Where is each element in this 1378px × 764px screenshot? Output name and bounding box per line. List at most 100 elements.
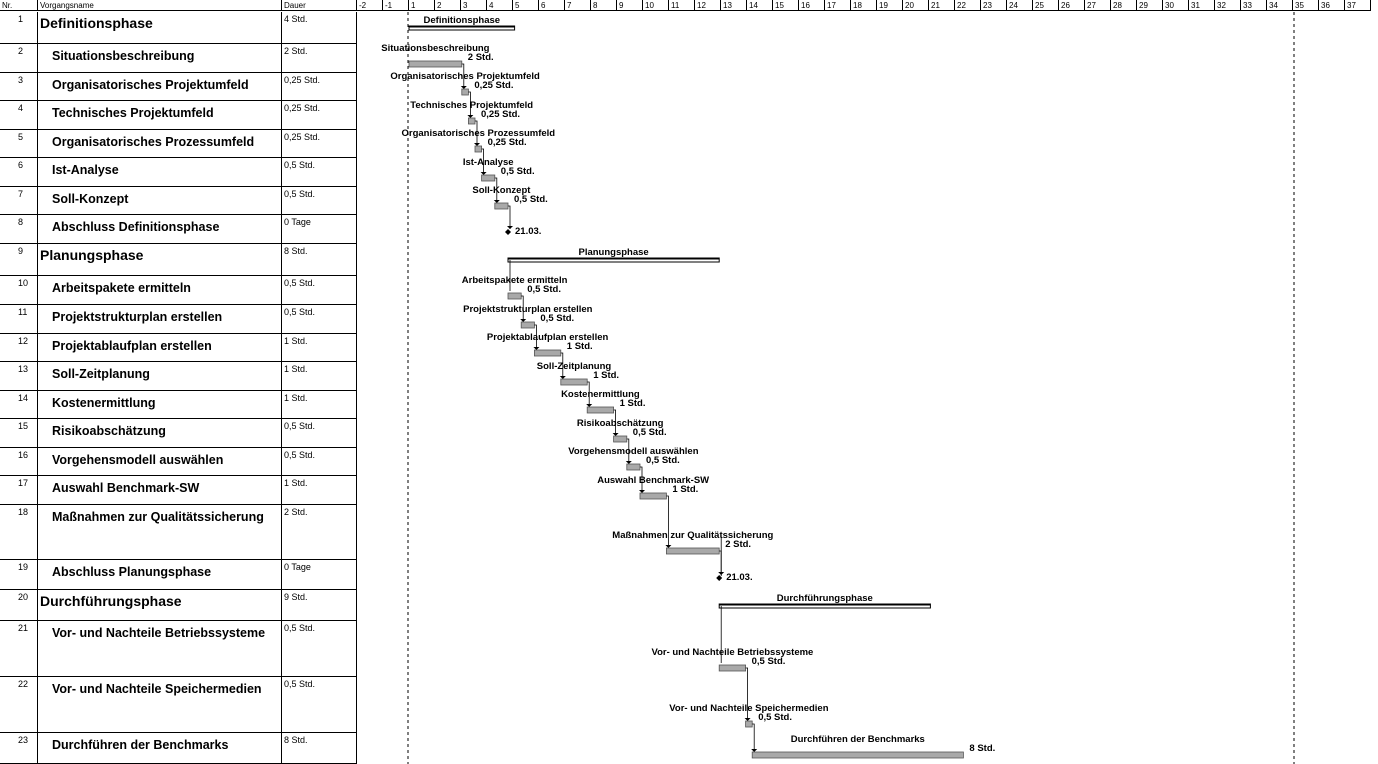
task-duration[interactable]: 0,5 Std.: [282, 621, 357, 676]
timeline-tick: 28: [1111, 0, 1137, 11]
dependency-line: [521, 295, 524, 322]
task-name[interactable]: Vor- und Nachteile Betriebssysteme: [38, 621, 282, 676]
task-duration[interactable]: 0,5 Std.: [282, 448, 357, 475]
task-duration[interactable]: 0 Tage: [282, 215, 357, 243]
task-duration[interactable]: 8 Std.: [282, 733, 357, 763]
dependency-arrow: [474, 143, 480, 146]
task-duration[interactable]: 1 Std.: [282, 362, 357, 390]
task-name[interactable]: Organisatorisches Prozessumfeld: [38, 130, 282, 157]
table-row[interactable]: 16 Vorgehensmodell auswählen 0,5 Std.: [0, 448, 357, 476]
task-name[interactable]: Arbeitspakete ermitteln: [38, 276, 282, 304]
timeline-tick: 20: [903, 0, 929, 11]
dependency-arrow: [665, 545, 672, 548]
task-name[interactable]: Technisches Projektumfeld: [38, 101, 282, 129]
task-name[interactable]: Soll-Konzept: [38, 187, 282, 214]
dependency-arrow: [559, 376, 566, 379]
task-bar-label: Risikoabschätzung: [576, 418, 664, 429]
row-number: 3: [0, 73, 38, 100]
task-name[interactable]: Abschluss Planungsphase: [38, 560, 282, 589]
table-row[interactable]: 20 Durchführungsphase 9 Std.: [0, 590, 357, 621]
table-row[interactable]: 6 Ist-Analyse 0,5 Std.: [0, 158, 357, 187]
timeline-tick: 29: [1137, 0, 1163, 11]
header-duration[interactable]: Dauer: [282, 0, 357, 11]
timeline-tick: 7: [565, 0, 591, 11]
table-row[interactable]: 21 Vor- und Nachteile Betriebssysteme 0,5 …: [0, 621, 357, 677]
timeline-tick: 26: [1059, 0, 1085, 11]
table-row[interactable]: 22 Vor- und Nachteile Speichermedien 0,5 S…: [0, 677, 357, 733]
task-duration[interactable]: 1 Std.: [282, 476, 357, 504]
task-duration[interactable]: 0,5 Std.: [282, 305, 357, 333]
task-duration[interactable]: 2 Std.: [282, 44, 357, 72]
task-name[interactable]: Abschluss Definitionsphase: [38, 215, 282, 243]
table-row[interactable]: 23 Durchführen der Benchmarks 8 Std.: [0, 733, 357, 764]
timeline-tick: 3: [461, 0, 487, 11]
task-name[interactable]: Projektablaufplan erstellen: [38, 334, 282, 361]
table-row[interactable]: 2 Situationsbeschreibung 2 Std.: [0, 44, 357, 73]
task-duration[interactable]: 4 Std.: [282, 12, 357, 43]
table-row[interactable]: 17 Auswahl Benchmark-SW 1 Std.: [0, 476, 357, 505]
table-row[interactable]: 3 Organisatorisches Projektumfeld 0,25 Std…: [0, 73, 357, 101]
milestone-date-label: 21.03.: [726, 572, 753, 583]
task-duration[interactable]: 0,5 Std.: [282, 276, 357, 304]
table-row[interactable]: 15 Risikoabschätzung 0,5 Std.: [0, 419, 357, 448]
table-row[interactable]: 1 Definitionsphase 4 Std.: [0, 12, 357, 44]
table-row[interactable]: 11 Projektstrukturplan erstellen 0,5 Std.: [0, 305, 357, 334]
task-duration[interactable]: 0,25 Std.: [282, 101, 357, 129]
task-duration[interactable]: 0,5 Std.: [282, 187, 357, 214]
task-name[interactable]: Projektstrukturplan erstellen: [38, 305, 282, 333]
task-name[interactable]: Vorgehensmodell auswählen: [38, 448, 282, 475]
row-number: 6: [0, 158, 38, 186]
task-name[interactable]: Durchführen der Benchmarks: [38, 733, 282, 763]
table-row[interactable]: 9 Planungsphase 8 Std.: [0, 244, 357, 276]
header-task-name[interactable]: Vorgangsname: [38, 0, 282, 11]
table-row[interactable]: 7 Soll-Konzept 0,5 Std.: [0, 187, 357, 215]
header-nr[interactable]: Nr.: [0, 0, 38, 11]
dependency-arrow: [533, 347, 540, 350]
task-duration[interactable]: 1 Std.: [282, 334, 357, 361]
milestone-diamond: [505, 229, 511, 235]
task-bar-label: Soll-Zeitplanung: [536, 361, 612, 372]
task-name[interactable]: Maßnahmen zur Qualitätssicherung: [38, 505, 282, 559]
task-name[interactable]: Organisatorisches Projektumfeld: [38, 73, 282, 100]
task-duration[interactable]: 8 Std.: [282, 244, 357, 275]
timeline-tick: 17: [825, 0, 851, 11]
task-bar-label: Arbeitspakete ermitteln: [461, 275, 568, 286]
table-row[interactable]: 5 Organisatorisches Prozessumfeld 0,25 Std…: [0, 130, 357, 158]
table-row[interactable]: 14 Kostenermittlung 1 Std.: [0, 391, 357, 419]
task-duration[interactable]: 0,5 Std.: [282, 677, 357, 732]
task-duration[interactable]: 0,5 Std.: [282, 419, 357, 447]
task-duration[interactable]: 9 Std.: [282, 590, 357, 620]
table-row[interactable]: 4 Technisches Projektumfeld 0,25 Std.: [0, 101, 357, 130]
task-name[interactable]: Auswahl Benchmark-SW: [38, 476, 282, 504]
dependency-line: [475, 120, 478, 146]
task-name[interactable]: Risikoabschätzung: [38, 419, 282, 447]
table-row[interactable]: 18 Maßnahmen zur Qualitätssicherung 2 Std.: [0, 505, 357, 560]
summary-task-name[interactable]: Durchführungsphase: [38, 590, 282, 620]
summary-task-name[interactable]: Definitionsphase: [38, 12, 282, 43]
table-row[interactable]: 10 Arbeitspakete ermitteln 0,5 Std.: [0, 276, 357, 305]
dependency-arrow: [520, 319, 527, 322]
table-row[interactable]: 8 Abschluss Definitionsphase 0 Tage: [0, 215, 357, 244]
task-duration[interactable]: 0,5 Std.: [282, 158, 357, 186]
timeline-tick: 22: [955, 0, 981, 11]
task-name[interactable]: Vor- und Nachteile Speichermedien: [38, 677, 282, 732]
task-duration[interactable]: 0,25 Std.: [282, 130, 357, 157]
task-name[interactable]: Soll-Zeitplanung: [38, 362, 282, 390]
task-name[interactable]: Situationsbeschreibung: [38, 44, 282, 72]
table-row[interactable]: 12 Projektablaufplan erstellen 1 Std.: [0, 334, 357, 362]
dependency-line: [468, 91, 471, 118]
task-name[interactable]: Ist-Analyse: [38, 158, 282, 186]
table-row[interactable]: 19 Abschluss Planungsphase 0 Tage: [0, 560, 357, 590]
milestone-diamond: [716, 575, 723, 581]
task-name[interactable]: Kostenermittlung: [38, 391, 282, 418]
task-duration[interactable]: 2 Std.: [282, 505, 357, 559]
summary-task-name[interactable]: Planungsphase: [38, 244, 282, 275]
task-duration-label: 1 Std.: [566, 341, 593, 352]
task-duration[interactable]: 0,25 Std.: [282, 73, 357, 100]
table-row[interactable]: 13 Soll-Zeitplanung 1 Std.: [0, 362, 357, 391]
row-number: 12: [0, 334, 38, 361]
task-duration[interactable]: 0 Tage: [282, 560, 357, 589]
summary-bar-top: [508, 258, 720, 260]
task-duration[interactable]: 1 Std.: [282, 391, 357, 418]
task-duration-label: 1 Std.: [619, 398, 646, 409]
